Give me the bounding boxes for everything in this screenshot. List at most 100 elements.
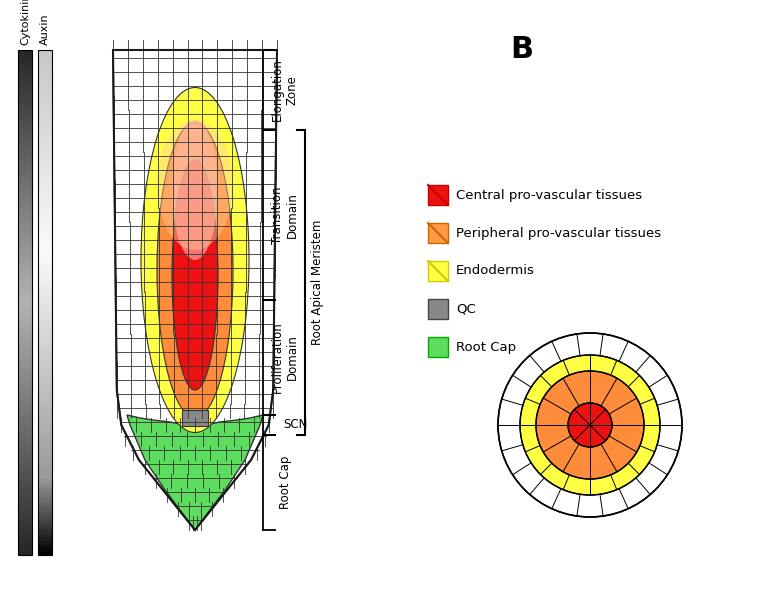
Bar bbox=[38, 365, 52, 368]
Bar bbox=[18, 257, 32, 260]
Bar bbox=[38, 247, 52, 249]
Bar bbox=[18, 184, 32, 186]
Bar bbox=[18, 126, 32, 128]
Bar bbox=[18, 421, 32, 424]
Bar bbox=[38, 472, 52, 474]
Bar bbox=[38, 101, 52, 103]
Bar bbox=[38, 184, 52, 186]
Bar bbox=[428, 337, 448, 357]
Bar bbox=[38, 116, 52, 118]
Bar bbox=[18, 282, 32, 285]
Bar bbox=[18, 212, 32, 214]
Bar bbox=[18, 459, 32, 462]
Bar bbox=[38, 512, 52, 515]
Bar bbox=[18, 318, 32, 320]
Bar bbox=[38, 245, 52, 247]
Bar bbox=[38, 482, 52, 484]
Bar bbox=[38, 83, 52, 85]
Bar bbox=[18, 409, 32, 411]
Bar bbox=[18, 156, 32, 159]
Bar bbox=[18, 454, 32, 456]
Bar bbox=[18, 474, 32, 477]
Bar bbox=[38, 469, 52, 472]
Bar bbox=[18, 472, 32, 474]
Bar bbox=[18, 174, 32, 176]
Bar bbox=[18, 442, 32, 444]
Bar bbox=[18, 239, 32, 242]
Bar bbox=[18, 110, 32, 113]
Bar bbox=[38, 143, 52, 146]
Bar bbox=[38, 196, 52, 199]
Bar bbox=[38, 108, 52, 110]
Circle shape bbox=[498, 333, 682, 517]
Bar bbox=[38, 509, 52, 512]
Bar bbox=[38, 401, 52, 403]
Bar bbox=[18, 451, 32, 454]
Bar bbox=[38, 398, 52, 401]
Bar bbox=[18, 148, 32, 151]
Bar bbox=[38, 93, 52, 95]
Bar bbox=[18, 426, 32, 429]
Bar bbox=[18, 482, 32, 484]
Bar bbox=[38, 221, 52, 224]
Bar bbox=[38, 383, 52, 386]
Bar bbox=[18, 136, 32, 138]
Bar bbox=[18, 63, 32, 65]
Bar bbox=[38, 439, 52, 442]
Bar bbox=[18, 429, 32, 431]
Bar bbox=[18, 365, 32, 368]
Bar bbox=[38, 376, 52, 378]
Bar bbox=[18, 507, 32, 509]
Bar bbox=[18, 537, 32, 540]
Bar bbox=[18, 81, 32, 83]
Bar bbox=[38, 252, 52, 254]
Bar bbox=[18, 368, 32, 371]
Bar bbox=[18, 234, 32, 237]
Bar bbox=[18, 376, 32, 378]
Bar bbox=[38, 159, 52, 161]
Circle shape bbox=[568, 403, 612, 447]
Bar bbox=[38, 189, 52, 192]
Bar bbox=[38, 181, 52, 184]
Bar bbox=[18, 462, 32, 464]
Bar bbox=[18, 199, 32, 201]
Bar bbox=[38, 371, 52, 373]
Bar bbox=[18, 345, 32, 348]
Bar bbox=[38, 431, 52, 434]
Bar bbox=[18, 57, 32, 60]
Bar bbox=[18, 389, 32, 391]
Bar bbox=[18, 371, 32, 373]
Bar bbox=[18, 88, 32, 90]
Bar bbox=[38, 209, 52, 212]
Bar bbox=[38, 163, 52, 166]
Bar bbox=[38, 406, 52, 409]
Bar bbox=[38, 229, 52, 232]
Bar bbox=[18, 533, 32, 535]
Bar bbox=[38, 131, 52, 134]
Bar bbox=[18, 343, 32, 345]
Bar bbox=[38, 502, 52, 504]
Bar bbox=[38, 85, 52, 88]
Bar bbox=[38, 192, 52, 194]
Text: Elongation
Zone: Elongation Zone bbox=[271, 59, 299, 121]
Bar bbox=[18, 393, 32, 396]
Ellipse shape bbox=[157, 120, 233, 250]
Bar bbox=[38, 287, 52, 290]
Bar bbox=[38, 219, 52, 221]
Bar bbox=[18, 186, 32, 189]
Bar bbox=[18, 201, 32, 204]
Bar bbox=[38, 260, 52, 262]
Bar bbox=[18, 65, 32, 68]
Bar bbox=[18, 260, 32, 262]
Bar bbox=[18, 245, 32, 247]
Bar bbox=[38, 81, 52, 83]
Bar bbox=[18, 336, 32, 338]
Bar bbox=[38, 161, 52, 163]
Bar bbox=[38, 207, 52, 209]
Bar bbox=[38, 118, 52, 121]
Bar bbox=[18, 252, 32, 254]
Bar bbox=[428, 299, 448, 319]
Bar bbox=[18, 449, 32, 451]
Bar bbox=[18, 500, 32, 502]
Bar bbox=[428, 261, 448, 281]
